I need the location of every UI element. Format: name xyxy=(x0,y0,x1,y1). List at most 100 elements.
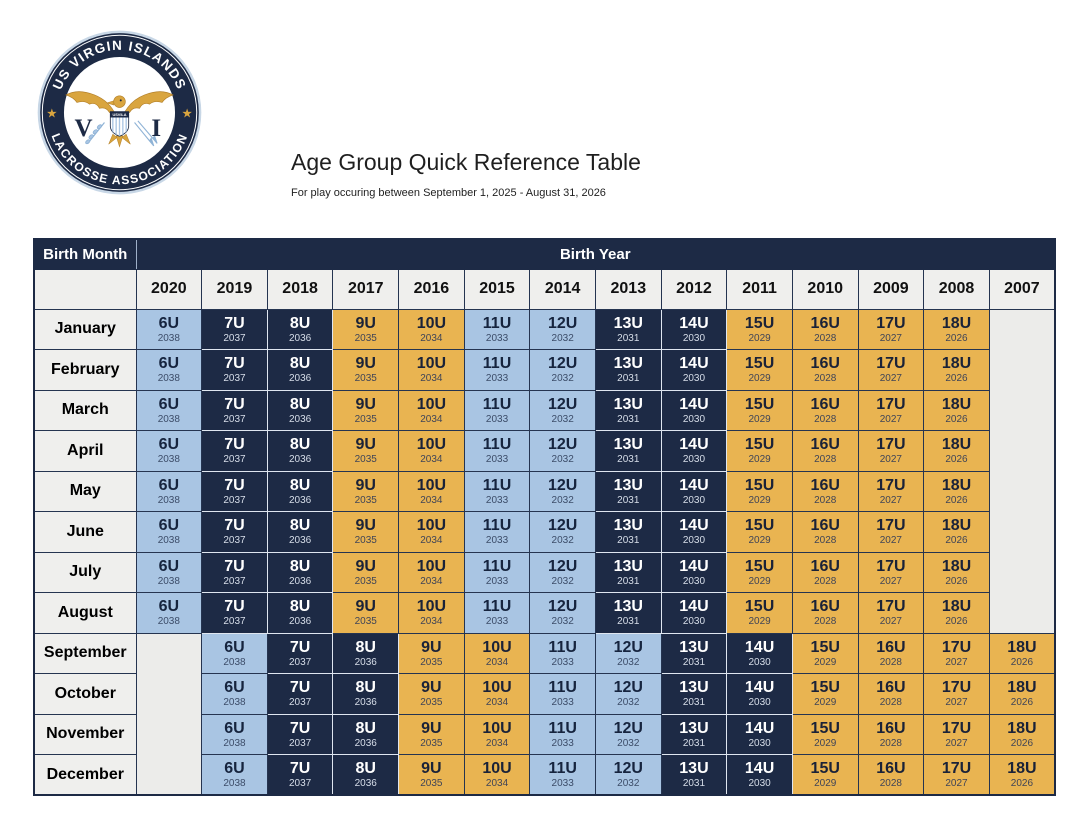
grad-year-label: 2030 xyxy=(748,737,771,749)
grad-year-label: 2032 xyxy=(551,373,574,385)
year-header-2007: 2007 xyxy=(988,268,1056,310)
age-group-label: 7U xyxy=(289,638,311,656)
age-group-label: 16U xyxy=(810,517,840,535)
logo-letter-i: I xyxy=(151,115,161,142)
age-group-label: 12U xyxy=(547,517,578,535)
age-cell-11u: 11U 2033 xyxy=(529,754,596,796)
age-cell-18u: 18U 2026 xyxy=(988,713,1056,755)
age-cell-12u: 12U 2032 xyxy=(594,673,662,715)
age-group-label: 18U xyxy=(941,557,972,575)
age-cell-12u: 12U 2032 xyxy=(529,349,596,391)
grad-year-label: 2038 xyxy=(157,535,180,547)
age-cell-8u: 8U 2036 xyxy=(266,511,334,553)
grad-year-label: 2031 xyxy=(682,778,706,789)
age-cell-10u: 10U 2034 xyxy=(463,713,531,755)
age-cell-9u: 9U 2035 xyxy=(332,349,400,391)
grad-year-label: 2027 xyxy=(879,373,902,385)
age-cell-9u: 9U 2035 xyxy=(332,592,400,634)
grad-year-label: 2035 xyxy=(420,778,443,789)
age-cell-8u: 8U 2036 xyxy=(266,308,334,350)
age-cell-9u: 9U 2035 xyxy=(332,308,400,350)
grad-year-label: 2036 xyxy=(354,778,377,789)
age-cell-7u: 7U 2037 xyxy=(201,308,268,350)
age-group-label: 11U xyxy=(548,760,577,777)
age-cell-14u: 14U 2030 xyxy=(660,308,728,350)
grad-year-label: 2035 xyxy=(354,575,377,587)
age-cell-10u: 10U 2034 xyxy=(398,470,465,512)
age-cell-10u: 10U 2034 xyxy=(463,632,531,674)
grad-year-label: 2031 xyxy=(617,413,640,425)
age-group-label: 11U xyxy=(482,314,512,332)
month-row-february: February 6U 2038 7U 2037 8U 2036 9U 2035 10U 2034 1… xyxy=(33,349,1055,391)
empty-cell xyxy=(135,632,203,796)
age-group-label: 16U xyxy=(876,719,906,737)
age-cell-16u: 16U 2028 xyxy=(791,349,859,391)
age-cell-10u: 10U 2034 xyxy=(398,349,465,391)
age-group-label: 9U xyxy=(355,476,376,494)
age-group-label: 6U xyxy=(158,355,180,373)
age-group-label: 17U xyxy=(941,638,972,656)
age-cell-18u: 18U 2026 xyxy=(923,308,990,350)
age-cell-8u: 8U 2036 xyxy=(332,632,400,674)
grad-year-label: 2032 xyxy=(551,494,574,506)
grad-year-label: 2034 xyxy=(420,332,443,344)
grad-year-label: 2036 xyxy=(354,697,377,709)
age-group-label: 9U xyxy=(355,517,376,535)
age-group-label: 17U xyxy=(876,517,906,535)
age-group-label: 13U xyxy=(613,598,643,616)
year-header-2019: 2019 xyxy=(201,268,268,310)
month-row-march: March 6U 2038 7U 2037 8U 2036 9U 2035 10U 2034 11U 2… xyxy=(33,389,1055,431)
age-group-label: 14U xyxy=(679,355,709,373)
grad-year-label: 2028 xyxy=(814,454,837,466)
age-group-label: 12U xyxy=(547,395,578,413)
grad-year-label: 2036 xyxy=(288,575,312,587)
month-label: December xyxy=(33,754,137,796)
grad-year-label: 2033 xyxy=(485,373,509,385)
blank-corner-cell xyxy=(33,268,137,310)
age-cell-8u: 8U 2036 xyxy=(332,673,400,715)
grad-year-label: 2032 xyxy=(551,332,574,344)
age-group-label: 7U xyxy=(224,517,245,535)
grad-year-label: 2027 xyxy=(879,413,902,425)
age-group-label: 16U xyxy=(810,557,840,575)
age-group-label: 16U xyxy=(876,679,906,697)
age-cell-16u: 16U 2028 xyxy=(791,470,859,512)
age-group-label: 10U xyxy=(416,476,447,494)
grad-year-label: 2029 xyxy=(748,616,771,628)
age-group-label: 11U xyxy=(482,476,512,494)
age-group-label: 9U xyxy=(421,719,442,737)
age-cell-6u: 6U 2038 xyxy=(201,713,268,755)
grad-year-label: 2030 xyxy=(682,373,706,385)
age-cell-7u: 7U 2037 xyxy=(201,511,268,553)
age-cell-10u: 10U 2034 xyxy=(398,551,465,593)
age-cell-13u: 13U 2031 xyxy=(594,551,662,593)
age-cell-15u: 15U 2029 xyxy=(791,713,859,755)
age-group-label: 9U xyxy=(421,638,442,656)
age-cell-7u: 7U 2037 xyxy=(201,389,268,431)
age-group-label: 6U xyxy=(158,395,180,413)
age-cell-14u: 14U 2030 xyxy=(660,592,728,634)
age-group-label: 15U xyxy=(744,557,775,575)
age-cell-14u: 14U 2030 xyxy=(726,673,793,715)
age-cell-7u: 7U 2037 xyxy=(201,592,268,634)
age-cell-10u: 10U 2034 xyxy=(398,430,465,472)
grad-year-label: 2031 xyxy=(617,616,640,628)
age-cell-7u: 7U 2037 xyxy=(201,551,268,593)
age-group-label: 8U xyxy=(289,557,311,575)
grad-year-label: 2031 xyxy=(617,373,640,385)
grad-year-label: 2031 xyxy=(617,575,640,587)
grad-year-label: 2031 xyxy=(617,535,640,547)
month-row-november: November 6U 2038 7U 2037 8U 2036 9U 2035 10U 2034 1… xyxy=(33,713,1056,755)
age-group-label: 14U xyxy=(679,598,709,616)
age-cell-17u: 17U 2027 xyxy=(857,551,925,593)
age-group-label: 8U xyxy=(355,679,376,697)
grad-year-label: 2030 xyxy=(682,575,706,587)
grad-year-label: 2027 xyxy=(879,494,902,506)
grad-year-label: 2037 xyxy=(223,332,246,344)
grad-year-label: 2035 xyxy=(354,373,377,385)
grad-year-label: 2026 xyxy=(1010,778,1034,789)
age-group-label: 12U xyxy=(613,679,643,697)
age-cell-16u: 16U 2028 xyxy=(791,308,859,350)
grad-year-label: 2027 xyxy=(945,697,968,709)
age-group-label: 9U xyxy=(355,436,376,454)
